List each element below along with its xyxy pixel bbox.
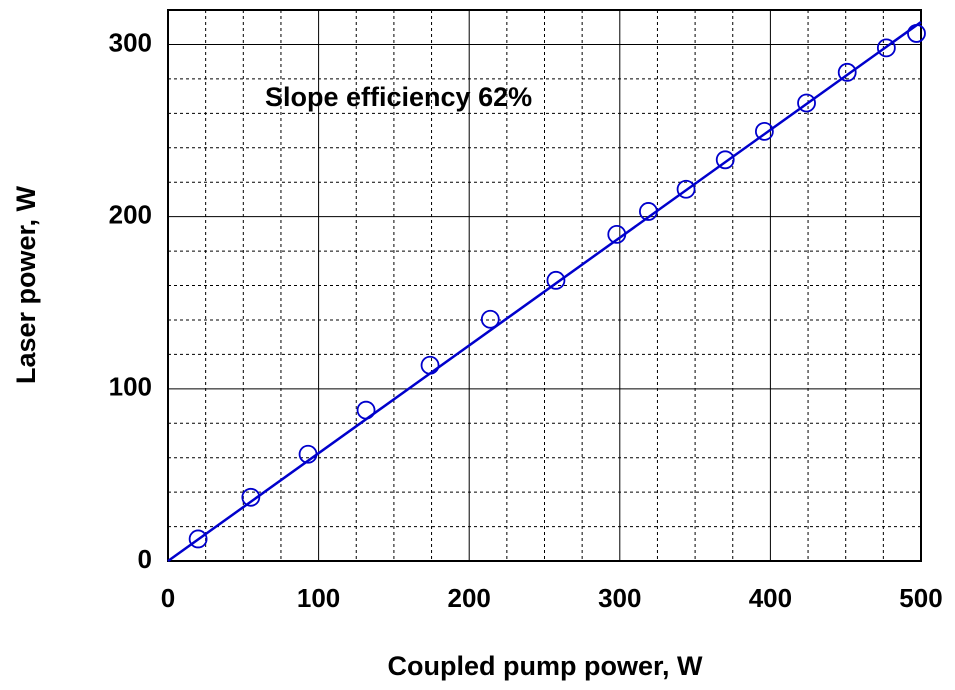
data-point — [480, 309, 500, 329]
y-axis-title: Laser power, W — [11, 185, 41, 384]
x-tick-label: 400 — [749, 583, 792, 613]
data-point — [356, 400, 376, 420]
y-tick-label: 0 — [138, 544, 152, 574]
data-point — [420, 355, 440, 375]
data-point — [241, 487, 261, 507]
data-point — [754, 121, 774, 141]
data-point — [676, 179, 696, 199]
data-point — [876, 38, 896, 58]
data-point — [298, 444, 318, 464]
x-tick-label: 100 — [297, 583, 340, 613]
y-tick-label: 200 — [109, 200, 152, 230]
x-tick-label: 200 — [448, 583, 491, 613]
x-tick-label: 300 — [598, 583, 641, 613]
data-point — [715, 150, 735, 170]
data-point — [907, 24, 926, 43]
y-tick-label: 100 — [109, 372, 152, 402]
data-point — [837, 62, 857, 82]
data-point — [188, 529, 208, 549]
x-tick-label: 0 — [161, 583, 175, 613]
plot-frame — [167, 9, 922, 562]
data-point — [639, 202, 658, 221]
annotation: Slope efficiency 62% — [265, 82, 532, 112]
fit-line — [167, 21, 922, 563]
x-tick-label: 500 — [899, 583, 942, 613]
x-axis-title: Coupled pump power, W — [388, 651, 703, 681]
data-point — [607, 224, 627, 244]
y-tick-label: 300 — [109, 27, 152, 57]
data-point — [546, 270, 566, 290]
data-point — [797, 93, 816, 113]
